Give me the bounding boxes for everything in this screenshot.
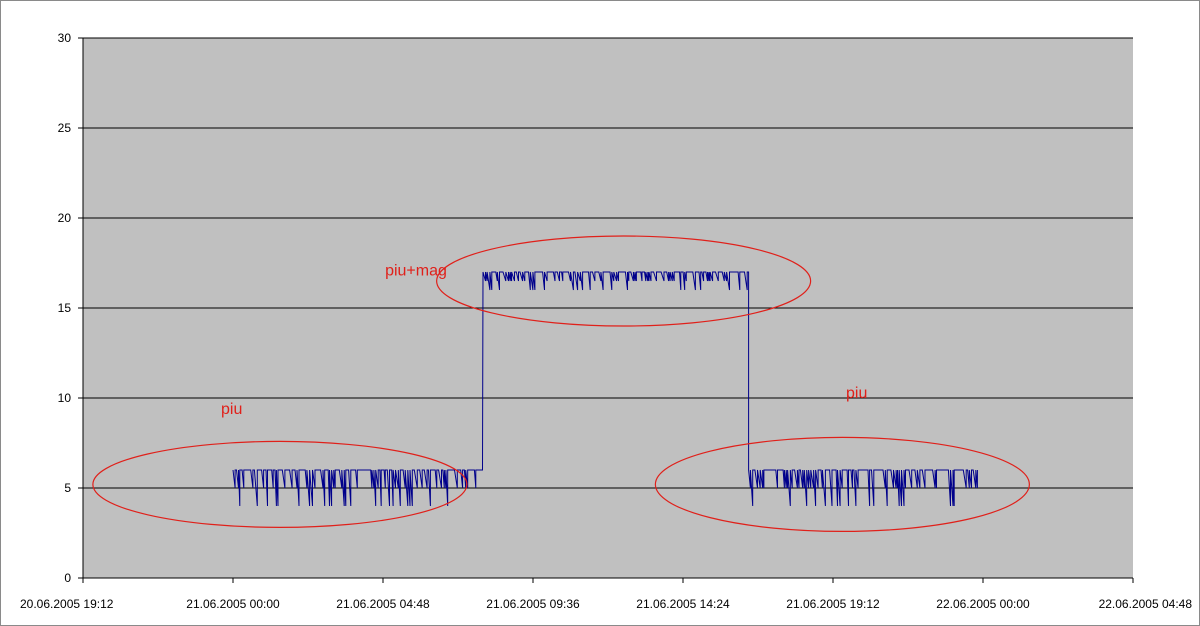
y-tick-label: 15 — [58, 301, 72, 315]
gridlines — [83, 37, 1133, 489]
series-layer — [232, 271, 978, 507]
annotation-ellipse — [436, 235, 812, 327]
annotation-label: piu — [846, 385, 867, 402]
y-tick-label: 0 — [64, 571, 71, 585]
x-axis-ticks: 20.06.2005 19:12 21.06.2005 00:00 21.06.20… — [20, 578, 1192, 611]
y-tick-label: 30 — [58, 31, 72, 45]
annotation-layer: piu piu+mag piu — [221, 263, 867, 419]
x-tick-label: 22.06.2005 00:00 — [936, 597, 1030, 611]
x-tick-label: 21.06.2005 09:36 — [486, 597, 580, 611]
y-tick-label: 5 — [64, 481, 71, 495]
y-axis-ticks: 0 5 10 15 20 25 30 — [58, 31, 83, 585]
x-tick-label: 21.06.2005 14:24 — [636, 597, 730, 611]
x-tick-label: 21.06.2005 04:48 — [336, 597, 430, 611]
y-tick-label: 25 — [58, 121, 72, 135]
x-tick-label: 22.06.2005 04:48 — [1099, 597, 1193, 611]
annotation-label: piu+mag — [385, 263, 447, 280]
annotation-ellipse — [92, 440, 468, 528]
annotation-ellipse — [654, 436, 1030, 532]
y-tick-label: 10 — [58, 391, 72, 405]
annotation-ellipses — [92, 235, 1030, 532]
x-tick-label: 20.06.2005 19:12 — [20, 597, 114, 611]
series-line — [232, 271, 978, 507]
annotation-label: piu — [221, 401, 242, 418]
x-tick-label: 21.06.2005 19:12 — [786, 597, 880, 611]
y-tick-label: 20 — [58, 211, 72, 225]
x-tick-label: 21.06.2005 00:00 — [186, 597, 280, 611]
